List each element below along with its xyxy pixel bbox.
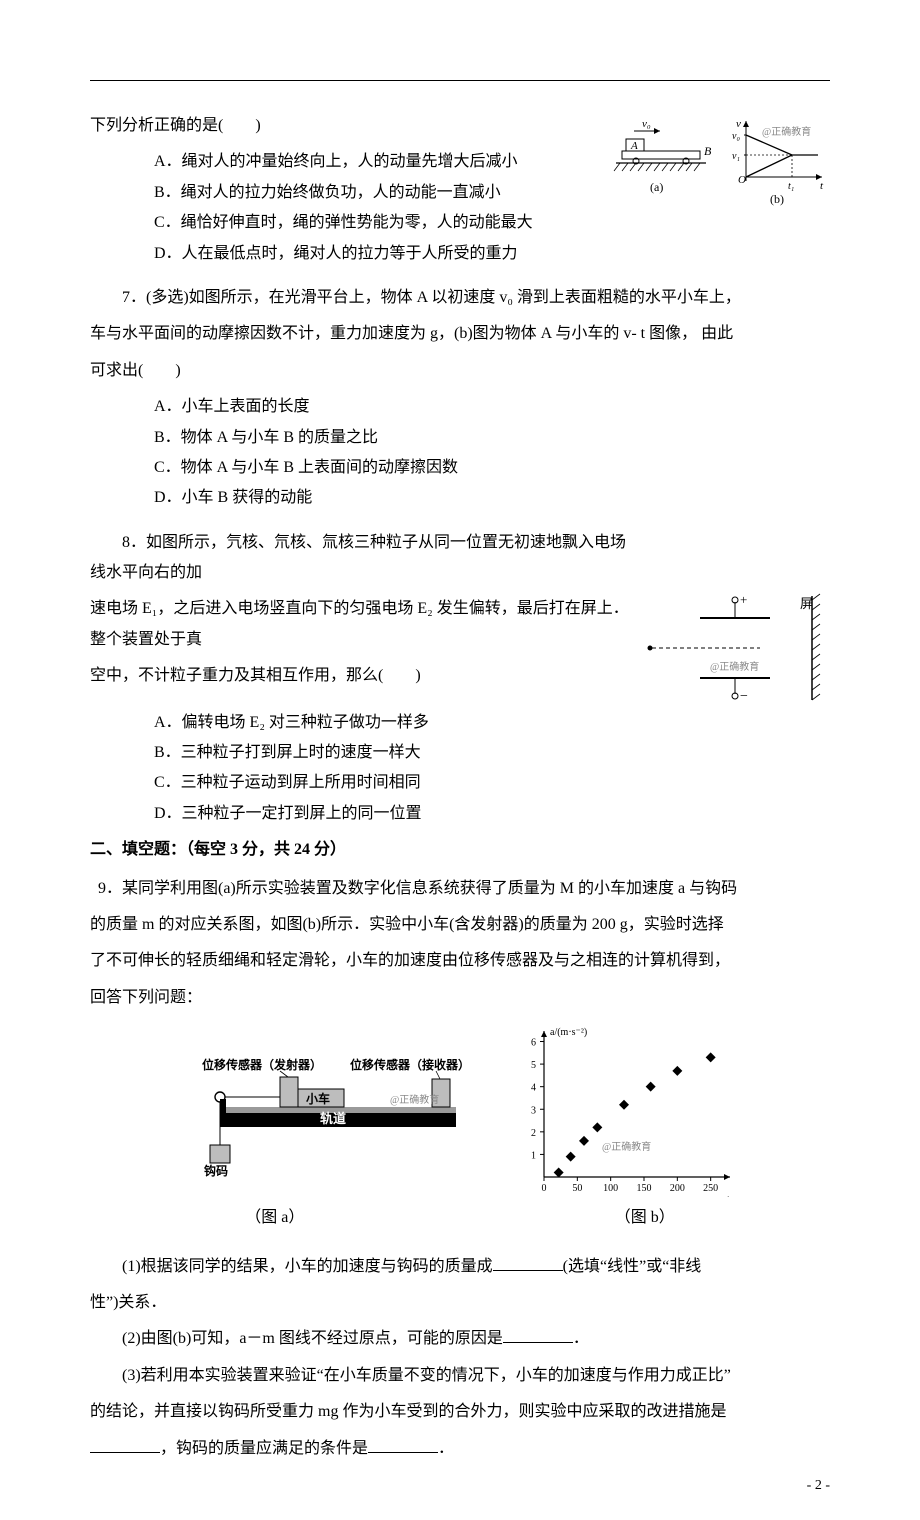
svg-text:0: 0: [542, 1183, 547, 1194]
q8-figure: + − 屏 @正确教育: [640, 588, 830, 719]
q9-track-label: 轨道: [320, 1111, 346, 1126]
q8-option-b: B．三种粒子打到屏上时的速度一样大: [90, 738, 830, 768]
q9-sub3c-line: ，钩码的质量应满足的条件是 ．: [90, 1434, 830, 1464]
q8-watermark: @正确教育: [710, 660, 759, 673]
q9-cart-label: 小车: [306, 1091, 330, 1106]
q8-plus: +: [740, 592, 747, 607]
q7-option-d: D．小车 B 获得的动能: [90, 483, 830, 513]
q6-fig-v0tick: v₀: [732, 131, 740, 142]
q9-stem-2: 的质量 m 的对应关系图，如图(b)所示．实验中小车(含发射器)的质量为 200…: [90, 910, 830, 940]
svg-text:6: 6: [531, 1038, 536, 1049]
q9-sub2: (2)由图(b)可知，a－m 图线不经过原点，可能的原因是 ．: [90, 1324, 830, 1354]
q9-figb-caption: （图 b）: [615, 1203, 675, 1233]
q7-stem-2: 车与水平面间的动摩擦因数不计，重力加速度为 g，(b)图为物体 A 与小车的 v…: [90, 319, 830, 349]
q9-stem-1: 9．某同学利用图(a)所示实验装置及数字化信息系统获得了质量为 M 的小车加速度…: [90, 874, 830, 904]
q6-fig-v1tick: v₁: [732, 151, 740, 162]
page-number: - 2 -: [807, 1473, 830, 1500]
svg-text:50: 50: [572, 1183, 582, 1194]
svg-text:3: 3: [531, 1105, 536, 1116]
q9-sub1c: 性”)关系．: [90, 1288, 830, 1318]
q8-minus: −: [740, 689, 748, 704]
q9-fig-a: 轨道 钩码 小车 位移传感器（发射器） 位移传感器（接收器） @正确教育: [180, 1027, 470, 1177]
svg-text:1: 1: [531, 1151, 536, 1162]
q9-stem-3: 了不可伸长的轻质细绳和轻定滑轮，小车的加速度由位移传感器及与之相连的计算机得到，: [90, 946, 830, 976]
q7-option-b: B．物体 A 与小车 B 的质量之比: [90, 423, 830, 453]
q6-option-d: D．人在最低点时，绳对人的拉力等于人所受的重力: [90, 239, 830, 269]
q9-stem-4: 回答下列问题：: [90, 983, 830, 1013]
q9-sub1: (1)根据该同学的结果，小车的加速度与钩码的质量成 (选填“线性”或“非线: [90, 1252, 830, 1282]
blank-1: [493, 1254, 563, 1271]
q8-option-c: C．三种粒子运动到屏上所用时间相同: [90, 768, 830, 798]
blank-4: [368, 1436, 438, 1453]
svg-text:@正确教育: @正确教育: [602, 1140, 651, 1153]
section-2-title: 二、填空题：（每空 3 分，共 24 分）: [90, 835, 830, 865]
q6-fig-a-label: (a): [650, 180, 663, 194]
q7-option-c: C．物体 A 与小车 B 上表面间的动摩擦因数: [90, 453, 830, 483]
q9-sub2-a: (2)由图(b)可知，a－m 图线不经过原点，可能的原因是: [122, 1330, 503, 1347]
q6-fig-t: t: [820, 180, 824, 192]
q6-fig-watermark: @正确教育: [762, 125, 811, 138]
q6-fig-b-label: (b): [770, 192, 784, 206]
q6-fig-v0: v₀: [642, 118, 651, 130]
q9-sub3b: 的结论，并直接以钩码所受重力 mg 作为小车受到的合外力，则实验中应采取的改进措…: [90, 1397, 830, 1427]
q7-stem-1: 7．(多选)如图所示，在光滑平台上，物体 A 以初速度 v₀ 滑到上表面粗糙的水…: [90, 283, 830, 313]
q9-sub1-b: (选填“线性”或“非线: [563, 1258, 702, 1275]
q8-electric-diagram: + − 屏 @正确教育: [640, 588, 830, 708]
q8-screen-label: 屏: [800, 596, 813, 611]
svg-text:200: 200: [670, 1183, 685, 1194]
q6-figure-group: B A v₀ (a) O t v v₀ v₁: [610, 111, 830, 232]
q8-stem-1: 8．如图所示，氕核、氘核、氚核三种粒子从同一位置无初速地飘入电场线水平向右的加: [90, 528, 830, 589]
blank-2: [503, 1326, 573, 1343]
q6-fig-v: v: [736, 118, 741, 130]
q6-fig-A: A: [630, 140, 638, 152]
q9-sub3-c: ，钩码的质量应满足的条件是: [160, 1440, 368, 1457]
q9-rx-label: 位移传感器（接收器）: [350, 1057, 470, 1072]
q7-option-a: A．小车上表面的长度: [90, 392, 830, 422]
q9-sub3-d: ．: [438, 1440, 454, 1457]
svg-text:150: 150: [637, 1183, 652, 1194]
q8-option-d: D．三种粒子一定打到屏上的同一位置: [90, 799, 830, 829]
svg-text:2: 2: [531, 1128, 536, 1139]
top-rule: [90, 80, 830, 81]
q6-fig-B: B: [704, 144, 712, 158]
q6-diagram-pair: B A v₀ (a) O t v v₀ v₁: [610, 111, 830, 221]
q9-weight-label: 钩码: [204, 1163, 228, 1177]
q9-figa-watermark: @正确教育: [390, 1093, 439, 1106]
blank-3: [90, 1436, 160, 1453]
q9-figa-caption: （图 a）: [245, 1203, 304, 1233]
svg-text:4: 4: [531, 1083, 536, 1094]
q9-tx-label: 位移传感器（发射器）: [202, 1057, 322, 1072]
q9-sub3a: (3)若利用本实验装置来验证“在小车质量不变的情况下，小车的加速度与作用力成正比…: [90, 1361, 830, 1391]
svg-text:100: 100: [603, 1183, 618, 1194]
svg-text:m/g: m/g: [718, 1195, 734, 1197]
q7-stem-3: 可求出( ): [90, 356, 830, 386]
q9-fig-b: 0 50 100 150 200 250 1 2 3 4 5 6 m/g a/(m·s⁻²) @正确教育: [510, 1027, 740, 1197]
q9-figures: 轨道 钩码 小车 位移传感器（发射器） 位移传感器（接收器） @正确教育 0 50…: [90, 1027, 830, 1197]
q6-fig-t1: t₁: [788, 181, 794, 192]
q9-sub2-b: ．: [573, 1330, 589, 1347]
svg-text:250: 250: [703, 1183, 718, 1194]
svg-text:5: 5: [531, 1060, 536, 1071]
svg-text:a/(m·s⁻²): a/(m·s⁻²): [550, 1027, 587, 1038]
q6-fig-O: O: [738, 174, 746, 186]
q9-sub1-a: (1)根据该同学的结果，小车的加速度与钩码的质量成: [122, 1258, 493, 1275]
